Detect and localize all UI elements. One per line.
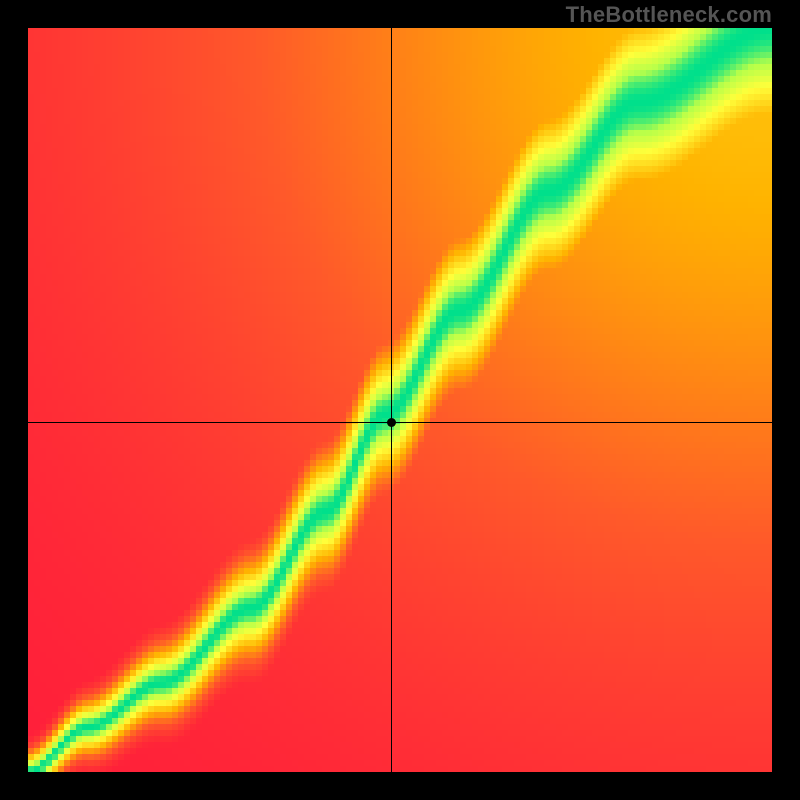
crosshair-horizontal [28,422,772,423]
crosshair-vertical [391,28,392,772]
watermark-text: TheBottleneck.com [566,2,772,28]
chart-container: TheBottleneck.com [0,0,800,800]
heatmap-canvas [0,0,800,800]
data-point-marker [387,418,396,427]
